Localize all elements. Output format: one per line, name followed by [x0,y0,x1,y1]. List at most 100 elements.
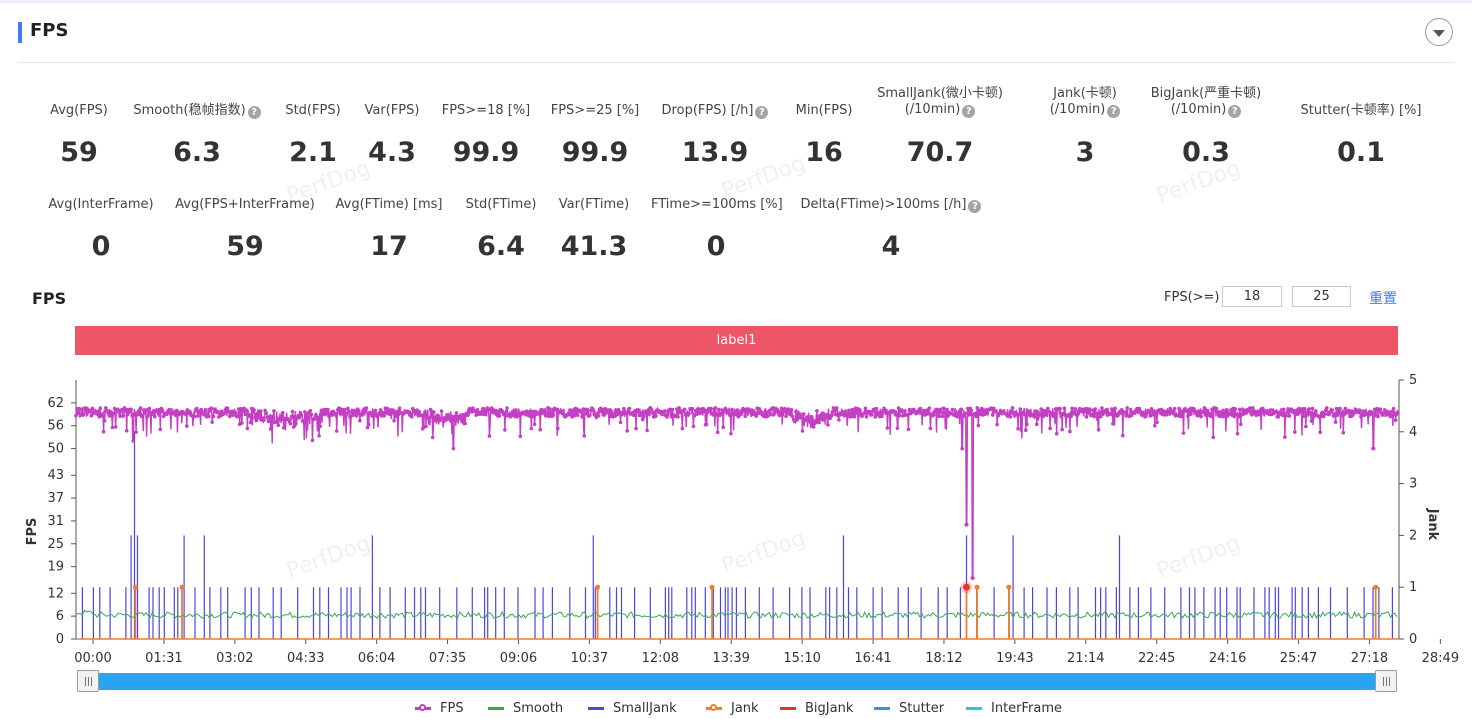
metric-value: 6.3 [173,137,221,168]
metric-value: 0.3 [1182,137,1230,168]
threshold-input-1[interactable]: 18 [1222,286,1282,307]
header-divider [18,62,1454,63]
metric-label-text: Avg(FPS) [50,103,108,118]
y2-tick-label: 2 [1409,528,1417,543]
threshold-label: FPS(>=) [1164,290,1220,305]
label-band[interactable]: label1 [75,326,1398,355]
title-accent [18,22,22,43]
metric-label: Smooth(稳帧指数)? [127,103,267,119]
metric-2-3: Std(FTime) 6.4 [456,197,546,277]
time-range-slider[interactable] [80,673,1393,690]
metric-label: Stutter(卡顿率) [%] [1291,103,1431,119]
metric-label: Delta(FTime)>100ms [/h]? [796,197,986,213]
metric-label-text: Smooth(稳帧指数) [133,103,246,118]
smalljank-series [81,431,1393,639]
metric-1-8: SmallJank(微小卡顿) (/10min)? 70.7 [865,86,1015,168]
slider-right-handle[interactable] [1375,670,1397,692]
metric-value: 16 [805,137,843,168]
metric-label-text: FPS>=25 [%] [550,103,640,118]
help-icon[interactable]: ? [1107,105,1121,118]
x-tick-label: 22:45 [1138,651,1175,662]
metric-value: 99.9 [561,137,629,168]
help-icon[interactable]: ? [247,106,261,119]
metric-label: FPS>=25 [%] [545,103,645,119]
y-tick-label: 25 [47,537,64,552]
metric-label: Avg(FPS+InterFrame) [170,197,320,213]
metric-label-text: FTime>=100ms [%] [651,197,783,212]
bigjank-point [962,583,970,591]
y-tick-label: 0 [56,632,64,647]
legend-label: SmallJank [613,700,677,716]
metric-1-1: Smooth(稳帧指数)? 6.3 [127,103,267,183]
y-tick-label: 50 [47,442,64,457]
chevron-down-icon [1433,30,1445,37]
metric-value: 59 [60,137,98,168]
metric-1-5: FPS>=25 [%] 99.9 [545,103,645,183]
y-tick-label: 62 [47,396,64,411]
legend-item-smooth[interactable]: Smooth [488,699,563,717]
y-tick-label: 19 [47,560,64,575]
legend-item-bigjank[interactable]: BigJank [780,699,853,717]
metric-value: 17 [370,231,408,262]
metric-2-1: Avg(FPS+InterFrame) 59 [170,197,320,277]
metric-label-unit: (/10min) [1049,102,1106,117]
metric-label-unit: (/10min) [1170,102,1227,117]
metric-label-text: FPS>=18 [%] [441,103,531,118]
legend-label: BigJank [805,700,854,716]
x-tick-label: 27:18 [1351,651,1388,662]
legend-item-stutter[interactable]: Stutter [874,699,944,717]
x-tick-label: 07:35 [429,651,466,662]
metric-value: 2.1 [289,137,337,168]
y-tick-label: 37 [47,491,64,506]
chart-title: FPS [32,289,67,308]
jank-point [132,584,138,590]
y-axis-title: FPS [25,518,40,546]
metric-value: 6.4 [477,231,525,262]
y-tick-label: 43 [47,468,64,483]
metric-value: 0 [706,231,726,262]
y-tick-label: 31 [47,514,64,529]
legend-item-smalljank[interactable]: SmallJank [588,699,677,717]
collapse-button[interactable] [1425,18,1453,46]
y2-tick-label: 5 [1409,373,1417,388]
metric-label: Std(FTime) [456,197,546,213]
legend-item-interframe[interactable]: InterFrame [966,699,1062,717]
metric-1-7: Min(FPS) 16 [784,103,864,183]
legend-item-fps[interactable]: FPS [415,699,464,717]
threshold-input-2[interactable]: 25 [1292,286,1351,307]
y-tick-label: 56 [47,419,64,434]
legend-swatch [588,706,604,710]
metric-1-2: Std(FPS) 2.1 [273,103,353,183]
metric-label-text: Avg(FTime) [ms] [335,197,443,212]
help-icon[interactable]: ? [755,106,769,119]
help-icon[interactable]: ? [968,200,982,213]
legend-label: Stutter [899,700,945,716]
metric-label: Avg(InterFrame) [41,197,161,213]
slider-left-handle[interactable] [77,670,99,692]
help-icon[interactable]: ? [1228,105,1242,118]
y-tick-label: 6 [56,609,64,624]
metric-label-text: Std(FPS) [285,103,341,118]
y2-tick-label: 1 [1409,580,1417,595]
legend-label: Jank [731,700,759,716]
metric-value: 4 [881,231,901,262]
chart-legend: FPS Smooth SmallJank Jank BigJank Stutter Inte… [0,699,1472,717]
metric-label-text: SmallJank(微小卡顿) [877,86,1003,101]
x-tick-label: 28:49 [1422,651,1459,662]
y2-tick-label: 3 [1409,477,1417,492]
legend-item-jank[interactable]: Jank [706,699,759,717]
metric-label-text: Var(FTime) [558,197,630,212]
reset-link[interactable]: 重置 [1369,291,1397,307]
metric-label: Jank(卡顿) (/10min)? [1030,86,1140,118]
metric-label: Drop(FPS) [/h]? [655,103,775,119]
legend-label: InterFrame [991,700,1063,716]
metric-1-10: BigJank(严重卡顿) (/10min)? 0.3 [1146,86,1266,168]
x-tick-label: 12:08 [642,651,679,662]
x-tick-label: 06:04 [358,651,395,662]
legend-label: Smooth [513,700,564,716]
y2-tick-label: 0 [1409,632,1417,647]
metric-1-11: Stutter(卡顿率) [%] 0.1 [1291,103,1431,183]
help-icon[interactable]: ? [962,105,976,118]
x-tick-label: 04:33 [287,651,324,662]
